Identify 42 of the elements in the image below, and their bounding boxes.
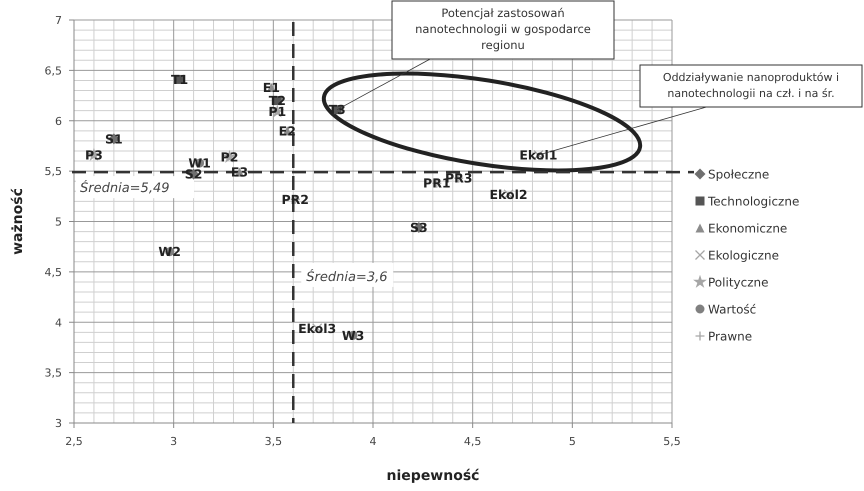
ref-line-label: Średnia=5,49 [80,179,170,196]
legend-label: Ekologiczne [708,248,779,262]
data-label: W2 [158,244,181,260]
y-tick-label: 4,5 [44,266,62,279]
y-tick-label: 3,5 [44,366,62,380]
y-tick-label: 5 [55,216,62,228]
legend-label: Polityczne [708,276,769,290]
annotation: Potencjał zastosowań nanotechnologii w gospodarce regionu [415,6,591,52]
y-tick-label: 4 [55,316,62,330]
y-tick-label: 3 [55,417,62,430]
y-axis-title: ważność [10,188,26,255]
legend-label: Społeczne [708,168,770,182]
data-label: E1 [262,80,280,96]
legend-label: Wartość [708,302,756,316]
legend-label: Prawne [708,330,752,344]
y-tick-label: 6 [55,114,62,128]
annotation: Oddziaływanie nanoproduktów i nanotechnologii na czł. i na śr. [662,71,840,100]
x-tick-label: 4,5 [464,435,482,448]
x-tick-label: 5 [568,435,576,448]
legend-label: Ekonomiczne [708,222,788,236]
data-label: Ekol2 [490,186,528,202]
y-tick-label: 7 [55,14,62,27]
data-label: Ekol1 [519,148,558,163]
y-tick-label: 6,5 [44,64,62,78]
x-tick-label: 3 [170,435,178,448]
data-label: E3 [230,164,248,180]
data-label: P2 [220,150,238,165]
data-label: P1 [268,104,286,120]
data-label: S2 [184,166,202,182]
data-label: E2 [278,123,296,138]
data-label: S1 [105,131,123,146]
ref-line-label: Średnia=3,6 [306,268,388,285]
data-label: PR2 [282,192,309,207]
x-tick-label: 4 [370,435,376,448]
legend-label: Technologiczne [707,194,800,208]
x-axis-title: niepewność [386,468,480,484]
data-label: P3 [85,148,103,163]
data-label: Ekol3 [298,320,336,336]
y-tick-label: 5,5 [44,165,62,178]
x-tick-label: 2,5 [65,435,83,448]
x-tick-label: 3,5 [264,435,282,448]
x-tick-label: 5,5 [663,435,681,448]
